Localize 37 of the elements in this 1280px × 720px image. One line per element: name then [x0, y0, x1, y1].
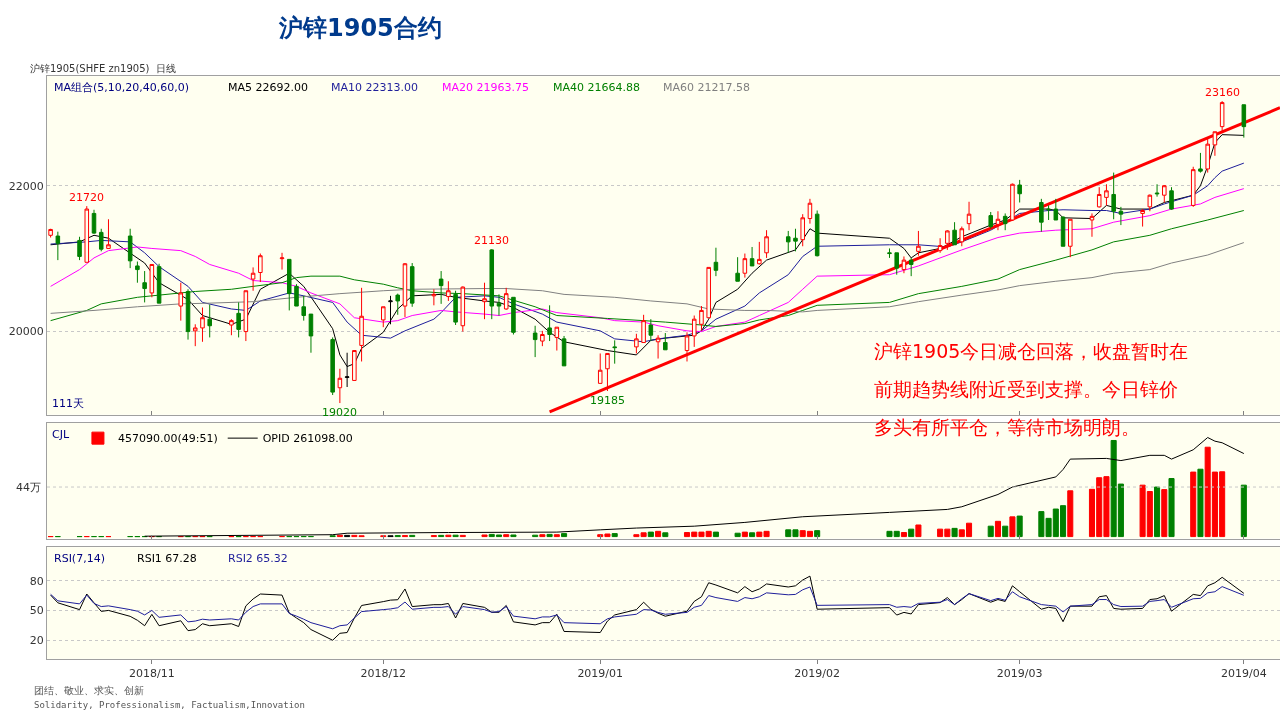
y-tick-label: 80 [29, 574, 44, 588]
x-tick-label: 2019/02 [794, 667, 841, 680]
y-tick-label: 20 [29, 633, 44, 647]
text: Solidarity, Professionalism, Factualism,Innovation [34, 700, 305, 710]
annotation: 23160 [1205, 86, 1240, 99]
chart-subtitle: 沪锌1905(SHFE zn1905) 日线 [30, 63, 176, 74]
annotation: 沪锌1905今日减仓回落，收盘暂时在 [874, 340, 1189, 362]
ref-line-label: 44万 [16, 481, 41, 494]
text: MA60 21217.58 [663, 81, 750, 94]
x-tick-label: 2018/12 [360, 667, 407, 680]
annotation: 前期趋势线附近受到支撑。今日锌价 [874, 378, 1178, 400]
legend-label: 457090.00(49:51) [117, 432, 218, 446]
text: MA20 21963.75 [442, 81, 529, 94]
text: RSI2 65.32 [228, 552, 288, 565]
text: 团结、敬业、求实、创新 [34, 685, 144, 696]
text: MA5 22692.00 [228, 81, 308, 94]
text: MA10 22313.00 [331, 81, 418, 94]
annotation: 111天 [52, 397, 84, 410]
y-tick-label: 22000 [8, 179, 44, 193]
text: MA40 21664.88 [553, 81, 640, 94]
annotation: 21130 [474, 234, 509, 247]
annotation: 多头有所平仓，等待市场明朗。 [874, 416, 1140, 438]
x-tick-label: 2019/03 [996, 667, 1043, 680]
text: RSI1 67.28 [137, 552, 197, 565]
chart-title: 沪锌1905合约 [278, 14, 442, 42]
legend-title: CJL [52, 427, 70, 441]
y-tick-label: 50 [29, 604, 44, 618]
legend-label: OPID 261098.00 [262, 432, 353, 446]
x-tick-label: 2019/04 [1220, 667, 1267, 680]
x-tick-label: 2018/11 [129, 667, 175, 680]
x-tick-label: 2019/01 [577, 667, 624, 680]
annotation: 19185 [590, 394, 625, 407]
legend-title: RSI(7,14) [54, 552, 105, 565]
y-tick-label: 20000 [8, 325, 44, 339]
legend-title: MA组合(5,10,20,40,60,0) [54, 81, 190, 94]
annotation: 19020 [322, 406, 357, 419]
annotation: 21720 [69, 191, 104, 204]
